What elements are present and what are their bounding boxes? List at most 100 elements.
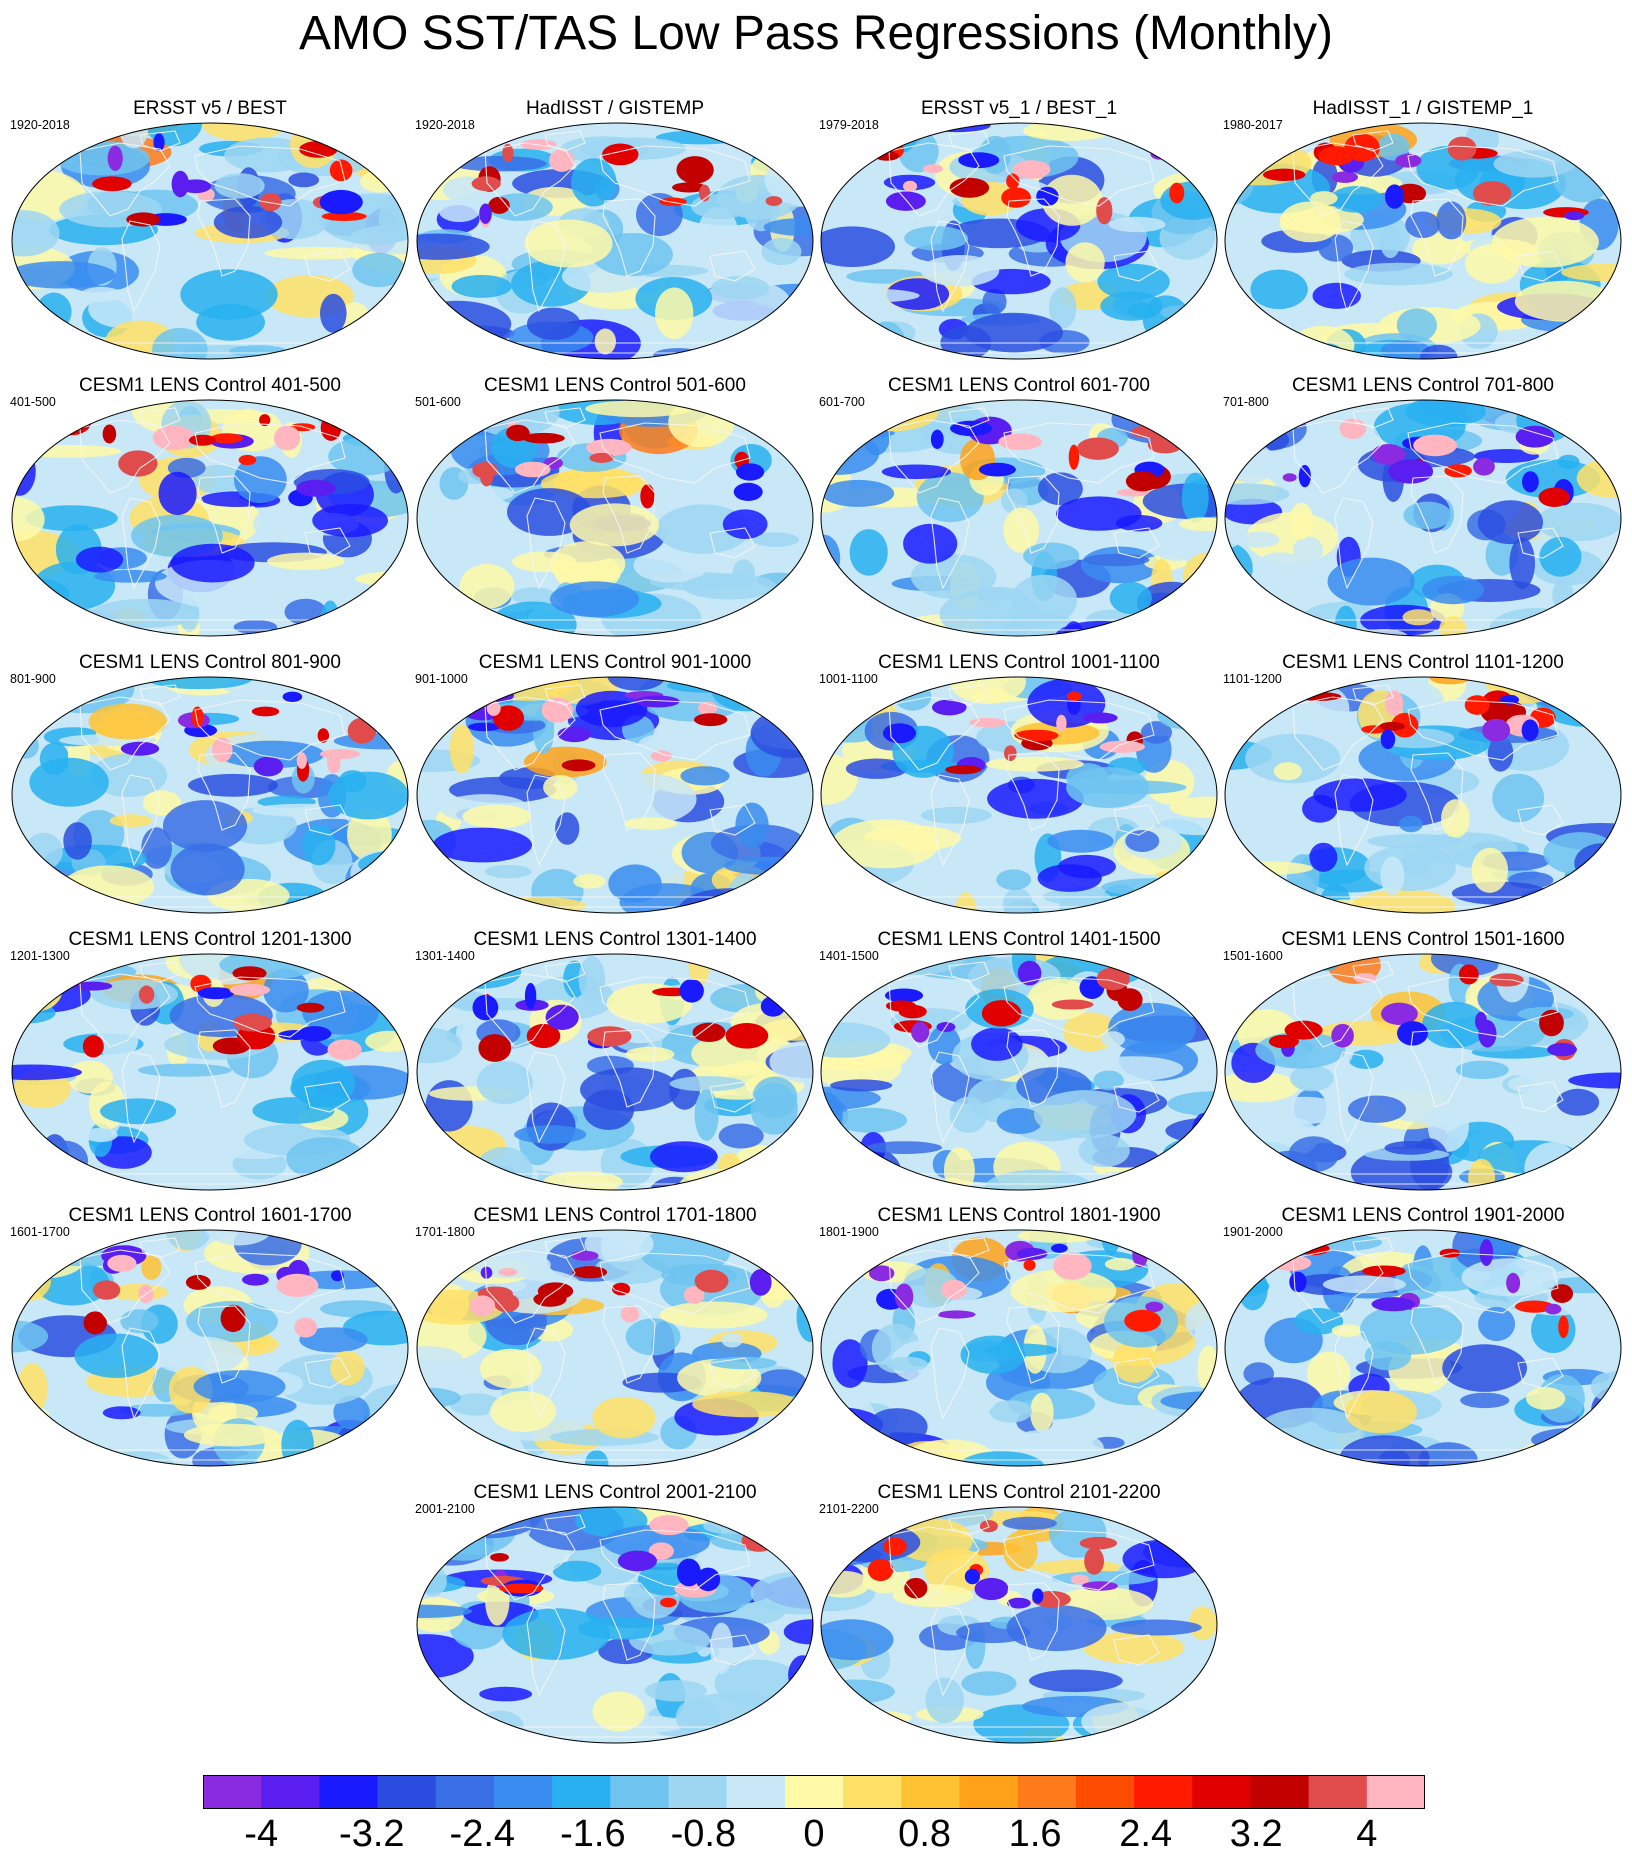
map-panel: CESM1 LENS Control 2001-2100 2001-2100 [415, 1482, 815, 1748]
panel-period: 501-600 [415, 395, 461, 409]
colorbar-tick-label: -0.8 [670, 1813, 737, 1855]
regression-map [1224, 122, 1622, 360]
regression-map [1224, 953, 1622, 1191]
regression-map [416, 399, 814, 637]
panel-title: CESM1 LENS Control 1501-1600 [1281, 929, 1565, 950]
colorbar-box [203, 1775, 262, 1809]
colorbar-box [1366, 1775, 1425, 1809]
colorbar-tick-label: 0 [803, 1813, 825, 1855]
panel-period: 1701-1800 [415, 1225, 475, 1239]
regression-map [1224, 399, 1622, 637]
panel-period: 2001-2100 [415, 1502, 475, 1516]
map-panel: CESM1 LENS Control 1301-1400 1301-1400 [415, 929, 815, 1195]
colorbar-box [1017, 1775, 1077, 1809]
colorbar-box [1134, 1775, 1193, 1809]
colorbar-box [784, 1775, 844, 1809]
panel-title: HadISST_1 / GISTEMP_1 [1312, 98, 1534, 119]
panel-period: 1001-1100 [819, 672, 878, 686]
map-panel: CESM1 LENS Control 1201-1300 1201-1300 [10, 929, 410, 1195]
panel-period: 701-800 [1223, 395, 1269, 409]
colorbar-box [261, 1775, 320, 1809]
map-panel: ERSST v5_1 / BEST_1 1979-2018 [819, 98, 1219, 364]
colorbar-box [1308, 1775, 1368, 1809]
panel-title: CESM1 LENS Control 1701-1800 [473, 1205, 757, 1226]
regression-map [11, 953, 409, 1191]
colorbar-box [1075, 1775, 1135, 1809]
panel-title: CESM1 LENS Control 2001-2100 [473, 1482, 757, 1503]
panel-title: CESM1 LENS Control 1101-1200 [1282, 652, 1564, 673]
regression-map [820, 122, 1218, 360]
panel-period: 1601-1700 [10, 1225, 70, 1239]
panel-period: 1101-1200 [1223, 672, 1282, 686]
panel-title: CESM1 LENS Control 1201-1300 [68, 929, 352, 950]
panel-title: CESM1 LENS Control 2101-2200 [877, 1482, 1161, 1503]
regression-map [11, 122, 409, 360]
colorbar-box [726, 1775, 786, 1809]
panel-title: CESM1 LENS Control 1901-2000 [1281, 1205, 1565, 1226]
map-panel: CESM1 LENS Control 1101-1200 1101-1200 [1223, 652, 1623, 918]
panel-period: 1920-2018 [10, 118, 70, 132]
colorbar-tick-label: 1.6 [1008, 1813, 1062, 1855]
panel-period: 1920-2018 [415, 118, 475, 132]
panel-period: 901-1000 [415, 672, 468, 686]
panel-period: 1401-1500 [819, 949, 879, 963]
panel-title: CESM1 LENS Control 801-900 [79, 652, 341, 673]
colorbar-box [843, 1775, 902, 1809]
regression-map [820, 953, 1218, 1191]
regression-map [820, 676, 1218, 914]
regression-map [820, 1229, 1218, 1467]
panel-title: CESM1 LENS Control 701-800 [1292, 375, 1554, 396]
colorbar-tick-label: -4 [244, 1813, 279, 1855]
colorbar-box [959, 1775, 1019, 1809]
map-panel: CESM1 LENS Control 2101-2200 2101-2200 [819, 1482, 1219, 1748]
panel-period: 1201-1300 [10, 949, 70, 963]
colorbar-tick-label: 3.2 [1229, 1813, 1283, 1855]
regression-map [1224, 676, 1622, 914]
map-panel: CESM1 LENS Control 1601-1700 1601-1700 [10, 1205, 410, 1471]
panel-period: 1501-1600 [1223, 949, 1283, 963]
colorbar-box [319, 1775, 379, 1809]
panel-title: CESM1 LENS Control 401-500 [79, 375, 341, 396]
colorbar-tick-label: 0.8 [898, 1813, 952, 1855]
map-panel: CESM1 LENS Control 701-800 701-800 [1223, 375, 1623, 641]
colorbar-box [610, 1775, 670, 1809]
colorbar-box [668, 1775, 728, 1809]
panel-period: 401-500 [10, 395, 56, 409]
colorbar-box [435, 1775, 495, 1809]
panel-title: CESM1 LENS Control 501-600 [484, 375, 746, 396]
regression-map [820, 1506, 1218, 1744]
regression-map [1224, 1229, 1622, 1467]
map-panel: CESM1 LENS Control 901-1000 901-1000 [415, 652, 815, 918]
panel-period: 1301-1400 [415, 949, 475, 963]
regression-map [11, 676, 409, 914]
panel-title: ERSST v5_1 / BEST_1 [920, 98, 1118, 119]
panel-period: 1979-2018 [819, 118, 879, 132]
panel-title: ERSST v5 / BEST [133, 98, 287, 119]
regression-map [11, 1229, 409, 1467]
regression-map [416, 953, 814, 1191]
map-panel: HadISST / GISTEMP 1920-2018 [415, 98, 815, 364]
panel-title: CESM1 LENS Control 901-1000 [478, 652, 752, 673]
map-panel: CESM1 LENS Control 401-500 401-500 [10, 375, 410, 641]
panel-title: CESM1 LENS Control 1301-1400 [473, 929, 757, 950]
regression-map [416, 1506, 814, 1744]
map-panel: CESM1 LENS Control 1501-1600 1501-1600 [1223, 929, 1623, 1195]
regression-map [820, 399, 1218, 637]
map-panel: ERSST v5 / BEST 1920-2018 [10, 98, 410, 364]
colorbar-box [377, 1775, 437, 1809]
map-panel: CESM1 LENS Control 601-700 601-700 [819, 375, 1219, 641]
colorbar-box [552, 1775, 611, 1809]
map-panel: CESM1 LENS Control 801-900 801-900 [10, 652, 410, 918]
colorbar-tick-label: -1.6 [560, 1813, 626, 1855]
panel-title: CESM1 LENS Control 1001-1100 [878, 652, 1160, 673]
map-panel: CESM1 LENS Control 1901-2000 1901-2000 [1223, 1205, 1623, 1471]
panel-period: 2101-2200 [819, 1502, 879, 1516]
panel-title: CESM1 LENS Control 1801-1900 [877, 1205, 1161, 1226]
colorbar-box [901, 1775, 960, 1809]
colorbar-tick-label: 4 [1356, 1813, 1378, 1855]
panel-period: 801-900 [10, 672, 56, 686]
panel-title: CESM1 LENS Control 601-700 [888, 375, 1150, 396]
regression-map [11, 399, 409, 637]
regression-map [416, 122, 814, 360]
regression-map [416, 1229, 814, 1467]
